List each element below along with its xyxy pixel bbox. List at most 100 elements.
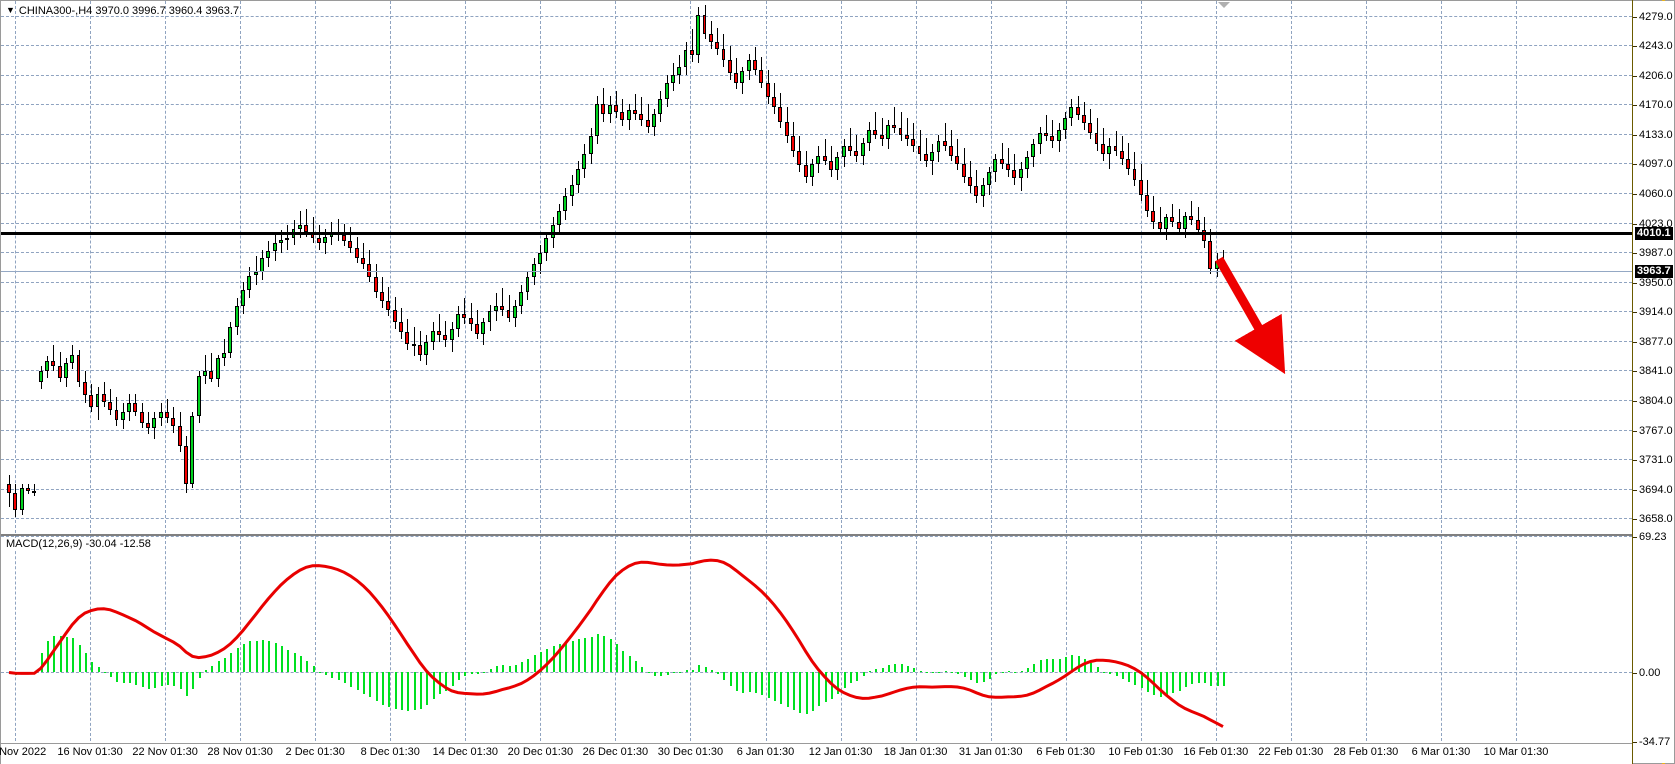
macd-histogram-bar bbox=[799, 672, 801, 713]
macd-histogram-bar bbox=[1040, 660, 1042, 673]
price-tick bbox=[1633, 104, 1637, 106]
candle-wick bbox=[313, 217, 314, 244]
time-gridline bbox=[15, 536, 16, 741]
macd-histogram-bar bbox=[667, 672, 669, 675]
candle-wick bbox=[388, 286, 389, 316]
candle-bearish bbox=[1081, 115, 1086, 124]
candle-bullish bbox=[253, 272, 258, 276]
macd-histogram-bar bbox=[433, 672, 435, 699]
time-tick-label: 18 Jan 01:30 bbox=[883, 746, 948, 758]
macd-histogram-bar bbox=[578, 639, 580, 673]
price-level-line bbox=[1, 232, 1632, 236]
candle-bearish bbox=[108, 401, 113, 410]
candle-bullish bbox=[550, 225, 555, 239]
macd-histogram-bar bbox=[780, 672, 782, 705]
candle-bullish bbox=[885, 124, 890, 140]
candle-bearish bbox=[898, 128, 903, 135]
candle-bullish bbox=[746, 60, 751, 72]
candle-bearish bbox=[436, 330, 441, 336]
candle-wick bbox=[205, 354, 206, 384]
candle-wick bbox=[894, 107, 895, 133]
price-gridline bbox=[1, 192, 1632, 194]
macd-histogram-bar bbox=[294, 652, 296, 673]
candle-bullish bbox=[158, 411, 163, 418]
macd-histogram-bar bbox=[559, 643, 561, 673]
price-chart-panel[interactable] bbox=[1, 1, 1632, 533]
price-scale[interactable]: 4279.0 4243.0 4206.0 4170.0 4133.0 4097.0 4060… bbox=[1633, 1, 1674, 763]
candle-wick bbox=[875, 111, 876, 140]
candle-bullish bbox=[531, 264, 536, 278]
macd-histogram-bar bbox=[945, 671, 947, 673]
candle-bearish bbox=[1145, 194, 1150, 211]
time-tick-label: 2 Dec 01:30 bbox=[285, 746, 345, 758]
candle-wick bbox=[901, 111, 902, 142]
candle-wick bbox=[1116, 131, 1117, 156]
macd-histogram-bar bbox=[148, 672, 150, 689]
candle-bearish bbox=[348, 241, 353, 248]
time-gridline bbox=[1140, 536, 1142, 741]
price-tick-label: 4206.0 bbox=[1639, 69, 1673, 82]
macd-histogram-bar bbox=[976, 672, 978, 683]
price-tick bbox=[1633, 490, 1637, 492]
macd-histogram-bar bbox=[1065, 656, 1067, 673]
macd-histogram-bar bbox=[192, 672, 194, 690]
candle-wick bbox=[167, 398, 168, 423]
macd-gridline bbox=[1, 536, 1632, 537]
candle-bearish bbox=[765, 82, 770, 98]
candle-wick bbox=[1052, 120, 1053, 148]
macd-histogram-bar bbox=[243, 643, 245, 673]
macd-histogram-bar bbox=[540, 652, 542, 673]
candle-bullish bbox=[1183, 215, 1187, 229]
price-tick bbox=[1633, 223, 1637, 225]
candle-bearish bbox=[171, 418, 176, 427]
candle-wick bbox=[363, 243, 364, 270]
macd-histogram-bar bbox=[1204, 672, 1206, 683]
macd-histogram-bar bbox=[1166, 672, 1168, 695]
macd-tick-label: -34.77 bbox=[1639, 736, 1671, 748]
macd-histogram-bar bbox=[641, 667, 643, 673]
candle-bearish bbox=[139, 411, 144, 423]
macd-histogram-bar bbox=[869, 671, 871, 673]
candle-bullish bbox=[1031, 144, 1036, 158]
candle-bearish bbox=[1075, 107, 1080, 116]
candle-bearish bbox=[304, 225, 309, 232]
price-tick bbox=[1633, 371, 1637, 373]
candle-bearish bbox=[1170, 217, 1175, 223]
macd-histogram-bar bbox=[856, 672, 858, 681]
candle-wick bbox=[306, 209, 307, 237]
candle-bearish bbox=[923, 154, 928, 161]
macd-histogram-bar bbox=[1109, 672, 1111, 675]
time-tick-label: 26 Dec 01:30 bbox=[582, 746, 649, 758]
candle-bearish bbox=[955, 155, 960, 164]
time-gridline bbox=[915, 536, 917, 741]
candle-bullish bbox=[664, 82, 669, 99]
time-gridline bbox=[990, 536, 992, 741]
macd-histogram-bar bbox=[736, 672, 738, 692]
candle-wick bbox=[211, 353, 212, 383]
candle-bearish bbox=[184, 445, 188, 485]
macd-histogram-bar bbox=[502, 665, 504, 673]
candle-bearish bbox=[26, 487, 30, 491]
macd-histogram-bar bbox=[445, 672, 447, 691]
macd-histogram-bar bbox=[173, 672, 175, 686]
macd-histogram-bar bbox=[705, 666, 707, 673]
time-scale[interactable]: 10 Nov 2022 16 Nov 01:30 22 Nov 01:30 28 No… bbox=[0, 743, 1632, 764]
time-tick-label: 22 Feb 01:30 bbox=[1258, 746, 1324, 758]
macd-histogram-bar bbox=[1027, 667, 1029, 673]
macd-histogram-bar bbox=[53, 635, 55, 673]
macd-panel[interactable]: MACD(12,26,9) -30.04 -12.58 bbox=[1, 536, 1632, 741]
macd-histogram-bar bbox=[1128, 672, 1130, 682]
price-gridline bbox=[1, 133, 1632, 135]
candle-wick bbox=[616, 90, 617, 119]
candle-bullish bbox=[512, 306, 517, 318]
price-scale-separator bbox=[1632, 0, 1633, 764]
candle-bullish bbox=[980, 184, 985, 197]
candle-bullish bbox=[841, 145, 846, 158]
macd-histogram-bar bbox=[300, 655, 302, 673]
chevron-down-icon[interactable]: ▼ bbox=[6, 5, 15, 15]
macd-histogram-bar bbox=[268, 641, 270, 673]
candle-bearish bbox=[386, 301, 391, 310]
candle-bullish bbox=[44, 361, 49, 372]
macd-histogram-bar bbox=[218, 661, 220, 673]
candle-bullish bbox=[481, 322, 486, 334]
